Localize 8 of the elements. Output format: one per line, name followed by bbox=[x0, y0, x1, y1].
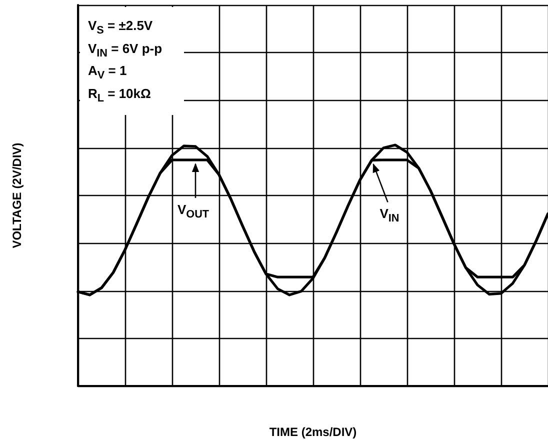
text: V$_{S}$ = ±2.5V bbox=[88, 17, 154, 39]
series-label: V$_{OUT}$ bbox=[178, 202, 210, 221]
x-axis-title: TIME (2ms/DIV) bbox=[269, 425, 357, 439]
text: R$_{L}$ = 10kΩ bbox=[88, 84, 152, 106]
y-axis-title: VOLTAGE (2V/DIV) bbox=[10, 142, 24, 248]
text: V$_{IN}$ bbox=[380, 206, 400, 225]
text: V$_{IN}$ = 6V p-p bbox=[88, 40, 164, 62]
text: A$_{V}$ = 1 bbox=[88, 62, 128, 84]
